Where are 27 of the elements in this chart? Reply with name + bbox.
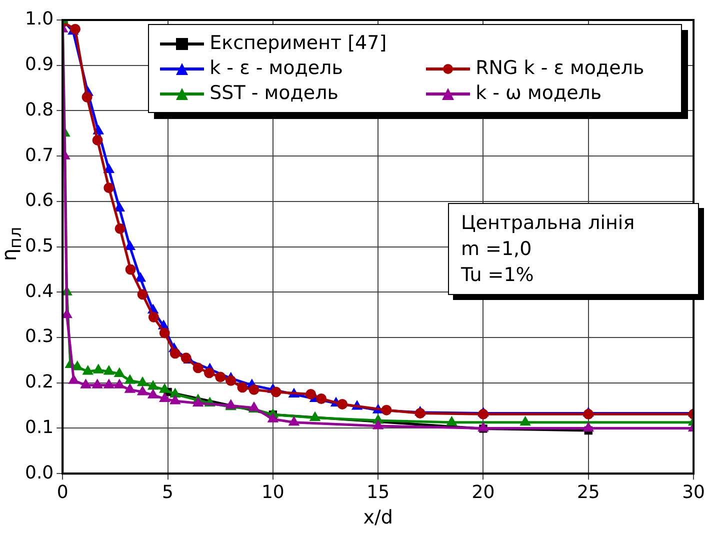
x-tick-label: 25 xyxy=(576,482,600,504)
legend-label: k - ω модель xyxy=(476,81,602,106)
y-tick-label: 0.3 xyxy=(24,326,54,348)
y-tick-label: 0.9 xyxy=(24,54,54,76)
x-tick-label: 20 xyxy=(472,482,495,504)
y-tick-label: 0.5 xyxy=(24,235,54,256)
y-tick-label: 0.8 xyxy=(24,99,54,120)
y-tick-label: 0.0 xyxy=(24,462,54,484)
x-tick-label: 30 xyxy=(682,482,705,504)
annotation: m =1,0 xyxy=(461,237,533,262)
legend-label: Експеримент [47] xyxy=(210,31,387,56)
x-tick-label: 0 xyxy=(56,482,68,504)
y-tick-label: 1.0 xyxy=(24,8,54,30)
legend-label: k - ε - модель xyxy=(210,56,343,81)
y-tick-label: 0.1 xyxy=(24,416,54,438)
y-tick-label: 0.7 xyxy=(24,144,54,166)
x-tick-label: 10 xyxy=(261,482,284,504)
x-tick-label: 15 xyxy=(366,482,390,504)
y-tick-label: 0.6 xyxy=(24,190,54,212)
y-tick-label: 0.2 xyxy=(24,372,54,393)
annotation: Центральна лінія xyxy=(461,211,636,236)
x-axis-title: x/d xyxy=(363,506,393,529)
x-tick-label: 5 xyxy=(162,482,174,504)
y-tick-label: 0.4 xyxy=(24,280,54,302)
annotation: Tu =1% xyxy=(461,263,535,288)
legend-label: RNG k - ε модель xyxy=(476,56,644,81)
legend-label: SST - модель xyxy=(210,81,338,106)
